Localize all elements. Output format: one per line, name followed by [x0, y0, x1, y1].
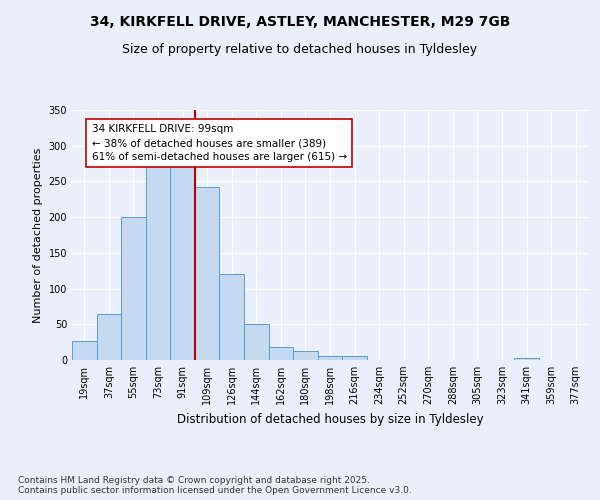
Bar [342, 356, 367, 360]
Bar [293, 352, 318, 360]
Text: Size of property relative to detached houses in Tyldesley: Size of property relative to detached ho… [122, 42, 478, 56]
Bar [514, 358, 539, 360]
Y-axis label: Number of detached properties: Number of detached properties [33, 148, 43, 322]
Bar [220, 274, 244, 360]
Bar [170, 164, 195, 360]
Bar [121, 217, 146, 360]
Bar [146, 164, 170, 360]
X-axis label: Distribution of detached houses by size in Tyldesley: Distribution of detached houses by size … [176, 412, 484, 426]
Bar [195, 187, 220, 360]
Bar [72, 340, 97, 360]
Text: 34, KIRKFELL DRIVE, ASTLEY, MANCHESTER, M29 7GB: 34, KIRKFELL DRIVE, ASTLEY, MANCHESTER, … [90, 15, 510, 29]
Bar [318, 356, 342, 360]
Bar [244, 324, 269, 360]
Text: Contains HM Land Registry data © Crown copyright and database right 2025.
Contai: Contains HM Land Registry data © Crown c… [18, 476, 412, 495]
Bar [97, 314, 121, 360]
Bar [269, 347, 293, 360]
Text: 34 KIRKFELL DRIVE: 99sqm
← 38% of detached houses are smaller (389)
61% of semi-: 34 KIRKFELL DRIVE: 99sqm ← 38% of detach… [92, 124, 347, 162]
